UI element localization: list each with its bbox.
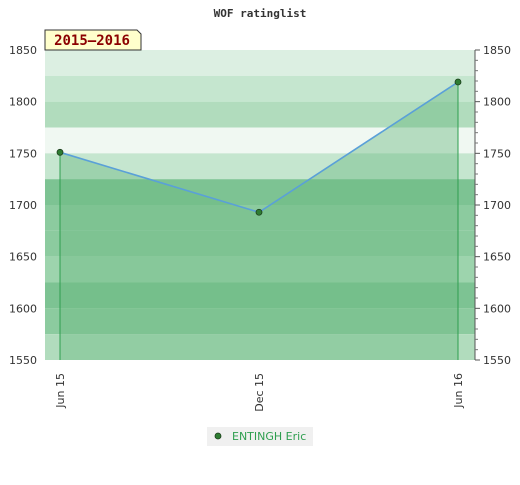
area-fill [60,82,458,361]
y-tick-label-left: 1750 [9,147,37,160]
x-tick-label: Jun 15 [54,373,67,409]
background-band [45,153,475,180]
y-tick-label-right: 1700 [483,199,511,212]
y-tick-label-left: 1650 [9,251,37,264]
background-band [45,101,475,128]
background-band [45,75,475,102]
y-tick-label-left: 1850 [9,44,37,57]
background-band [45,308,475,335]
background-band [45,127,475,154]
data-point [454,78,462,86]
background-band [45,179,475,205]
y-tick-label-right: 1650 [483,251,511,264]
background-band [45,50,475,76]
legend-marker [214,432,222,440]
legend-label: ENTINGH Eric [232,430,306,443]
y-tick-label-right: 1800 [483,96,511,109]
y-axis-left: 1550 1600 1650 1700 1750 1800 1850 [9,44,37,367]
y-tick-label-left: 1700 [9,199,37,212]
data-point [56,148,64,156]
period-badge-shape [44,29,142,51]
y-tick-label-right: 1750 [483,147,511,160]
y-tick-label-right: 1850 [483,44,511,57]
y-tick-label-left: 1600 [9,302,37,315]
y-tick-label-right: 1550 [483,354,511,367]
y-axis-right: 1550 1600 1650 1700 1750 1800 1850 [474,44,511,367]
x-tick-label: Dec 15 [253,373,266,412]
series-points [56,78,462,216]
x-tick-label: Jun 16 [452,373,465,409]
background-band [45,334,475,360]
background-band [45,282,475,309]
background-band [45,230,475,257]
legend[interactable]: ENTINGH Eric [207,427,313,446]
data-point [255,208,263,216]
y-tick-label-right: 1600 [483,302,511,315]
legend-box [207,427,313,446]
period-label: 2015–2016 [54,33,130,49]
x-axis: Jun 15 Dec 15 Jun 16 [54,373,465,412]
chart-title: WOF ratinglist [214,7,307,20]
background-bands [45,50,475,360]
background-band [45,256,475,283]
area-under-line [60,82,458,361]
drop-lines [59,82,459,360]
y-tick-label-left: 1800 [9,96,37,109]
period-badge: 2015–2016 [44,29,142,51]
y-tick-label-left: 1550 [9,354,37,367]
